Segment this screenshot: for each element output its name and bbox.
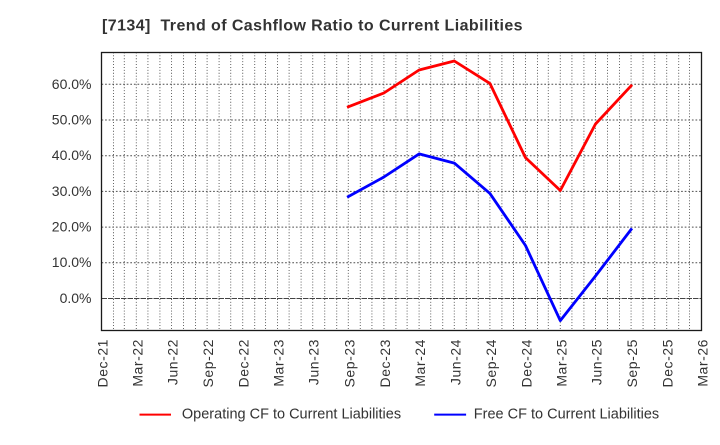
svg-text:Mar-24: Mar-24 [412, 339, 428, 387]
svg-text:0.0%: 0.0% [60, 290, 92, 306]
svg-text:Free CF to Current Liabilities: Free CF to Current Liabilities [474, 407, 659, 423]
svg-text:Dec-21: Dec-21 [95, 339, 111, 387]
svg-text:Operating CF to Current Liabil: Operating CF to Current Liabilities [182, 407, 401, 423]
svg-text:Sep-25: Sep-25 [624, 339, 640, 387]
svg-text:Sep-23: Sep-23 [341, 339, 357, 387]
svg-text:Mar-25: Mar-25 [553, 339, 569, 387]
svg-text:Dec-23: Dec-23 [377, 339, 393, 387]
svg-text:[7134] Trend of Cashflow Rati: [7134] Trend of Cashflow Ratio to Curren… [102, 18, 523, 35]
svg-text:Jun-23: Jun-23 [306, 339, 322, 385]
svg-text:20.0%: 20.0% [52, 219, 92, 235]
svg-text:Jun-24: Jun-24 [447, 339, 463, 385]
svg-text:30.0%: 30.0% [52, 183, 92, 199]
svg-text:Sep-24: Sep-24 [483, 339, 499, 387]
svg-text:Dec-24: Dec-24 [518, 339, 534, 387]
svg-text:Jun-25: Jun-25 [589, 339, 605, 385]
svg-text:50.0%: 50.0% [52, 112, 92, 128]
svg-text:Mar-23: Mar-23 [271, 339, 287, 387]
svg-text:Sep-22: Sep-22 [200, 339, 216, 387]
svg-text:Mar-26: Mar-26 [695, 339, 711, 387]
svg-text:Mar-22: Mar-22 [129, 339, 145, 387]
svg-text:Dec-22: Dec-22 [236, 339, 252, 387]
svg-text:40.0%: 40.0% [52, 147, 92, 163]
svg-text:10.0%: 10.0% [52, 254, 92, 270]
svg-text:60.0%: 60.0% [52, 76, 92, 92]
svg-text:Dec-25: Dec-25 [660, 339, 676, 387]
svg-text:Jun-22: Jun-22 [165, 339, 181, 385]
